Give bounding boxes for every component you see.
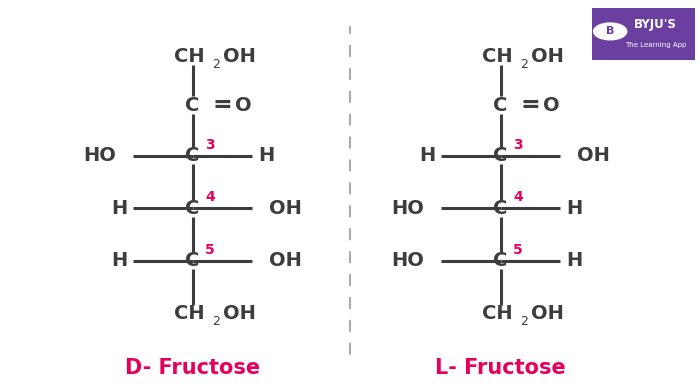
Text: B: B xyxy=(606,26,615,37)
Text: 2: 2 xyxy=(519,315,528,328)
Text: 5: 5 xyxy=(513,243,523,257)
Text: HO: HO xyxy=(83,146,116,165)
Text: L- Fructose: L- Fructose xyxy=(435,357,566,378)
Text: HO: HO xyxy=(391,199,423,217)
Text: OH: OH xyxy=(223,47,256,66)
Text: H: H xyxy=(419,146,435,165)
Text: O: O xyxy=(542,96,559,114)
Text: C: C xyxy=(186,146,199,165)
Text: CH: CH xyxy=(482,304,512,322)
Text: OH: OH xyxy=(531,304,564,322)
Text: H: H xyxy=(111,251,127,270)
Text: 2: 2 xyxy=(211,315,220,328)
Text: BYJU'S: BYJU'S xyxy=(634,18,677,31)
Text: H: H xyxy=(111,199,127,217)
Text: 3: 3 xyxy=(205,138,215,152)
Text: C: C xyxy=(186,199,199,217)
Text: HO: HO xyxy=(391,251,423,270)
Text: D- Fructose: D- Fructose xyxy=(125,357,260,378)
FancyBboxPatch shape xyxy=(592,8,695,60)
Text: OH: OH xyxy=(270,251,302,270)
Text: C: C xyxy=(186,96,199,114)
Text: CH: CH xyxy=(174,47,204,66)
Text: =: = xyxy=(520,93,540,117)
Text: C: C xyxy=(494,199,508,217)
Text: CH: CH xyxy=(482,47,512,66)
Text: OH: OH xyxy=(270,199,302,217)
Text: 5: 5 xyxy=(205,243,215,257)
Text: O: O xyxy=(234,96,251,114)
Text: =: = xyxy=(212,93,232,117)
Text: 3: 3 xyxy=(513,138,523,152)
Text: C: C xyxy=(494,146,508,165)
Text: H: H xyxy=(566,199,582,217)
Circle shape xyxy=(594,23,626,40)
Text: The Learning App: The Learning App xyxy=(625,42,687,47)
Text: C: C xyxy=(186,251,199,270)
Text: H: H xyxy=(258,146,274,165)
Text: 4: 4 xyxy=(205,190,215,204)
Text: OH: OH xyxy=(531,47,564,66)
Text: 2: 2 xyxy=(519,58,528,72)
Text: H: H xyxy=(566,251,582,270)
Text: 2: 2 xyxy=(211,58,220,72)
Text: OH: OH xyxy=(578,146,610,165)
Text: C: C xyxy=(494,96,508,114)
Text: C: C xyxy=(494,251,508,270)
Text: CH: CH xyxy=(174,304,204,322)
Text: OH: OH xyxy=(223,304,256,322)
Text: 4: 4 xyxy=(513,190,523,204)
